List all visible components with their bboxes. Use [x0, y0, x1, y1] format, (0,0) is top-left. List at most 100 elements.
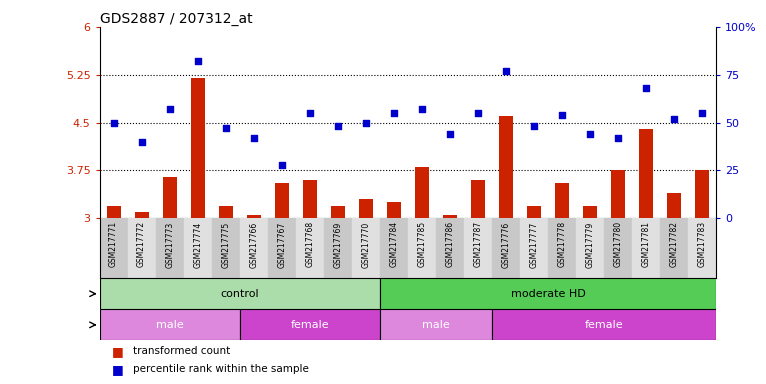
Text: female: female — [584, 320, 624, 330]
Text: GSM217766: GSM217766 — [249, 221, 258, 268]
Point — [276, 162, 288, 168]
Bar — [632, 218, 660, 278]
Point — [360, 119, 372, 126]
Text: control: control — [221, 289, 259, 299]
Text: female: female — [290, 320, 329, 330]
Text: GSM217781: GSM217781 — [642, 221, 650, 267]
Text: GSM217771: GSM217771 — [109, 221, 118, 268]
Text: GSM217778: GSM217778 — [558, 221, 567, 268]
Bar — [100, 218, 128, 278]
Bar — [548, 218, 576, 278]
Text: GSM217772: GSM217772 — [137, 221, 146, 268]
Bar — [240, 218, 268, 278]
Text: transformed count: transformed count — [133, 346, 231, 356]
Text: GDS2887 / 207312_at: GDS2887 / 207312_at — [100, 12, 252, 26]
Point — [303, 110, 316, 116]
Point — [107, 119, 119, 126]
Bar — [296, 218, 324, 278]
Text: GSM217773: GSM217773 — [165, 221, 174, 268]
Bar — [688, 218, 716, 278]
Text: ■: ■ — [112, 345, 123, 358]
Bar — [100, 278, 380, 309]
Point — [332, 123, 344, 129]
Bar — [191, 78, 205, 218]
Text: GSM217780: GSM217780 — [614, 221, 623, 268]
Bar — [471, 180, 485, 218]
Text: GSM217787: GSM217787 — [473, 221, 483, 268]
Text: moderate HD: moderate HD — [511, 289, 585, 299]
Bar — [408, 218, 436, 278]
Point — [584, 131, 596, 137]
Bar — [387, 202, 401, 218]
Bar — [464, 218, 492, 278]
Bar — [415, 167, 429, 218]
Text: GSM217769: GSM217769 — [333, 221, 342, 268]
Text: GSM217784: GSM217784 — [389, 221, 398, 268]
Bar — [100, 309, 240, 341]
Point — [163, 106, 175, 112]
Bar — [184, 218, 211, 278]
Bar — [380, 218, 408, 278]
Bar — [604, 218, 632, 278]
Bar — [639, 129, 653, 218]
Text: GSM217785: GSM217785 — [417, 221, 427, 268]
Point — [612, 135, 624, 141]
Text: GSM217779: GSM217779 — [585, 221, 594, 268]
Bar — [352, 218, 380, 278]
Bar — [660, 218, 688, 278]
Bar — [492, 218, 520, 278]
Bar — [696, 170, 709, 218]
Text: GSM217783: GSM217783 — [698, 221, 707, 268]
Bar — [135, 212, 149, 218]
Bar — [162, 177, 177, 218]
Bar — [499, 116, 513, 218]
Text: GSM217777: GSM217777 — [529, 221, 538, 268]
Bar — [128, 218, 155, 278]
Point — [696, 110, 709, 116]
Bar — [324, 218, 352, 278]
Bar — [247, 215, 260, 218]
Bar — [555, 183, 569, 218]
Bar — [667, 193, 681, 218]
Text: GSM217768: GSM217768 — [306, 221, 314, 268]
Point — [192, 58, 204, 65]
Point — [444, 131, 456, 137]
Bar — [436, 218, 464, 278]
Point — [220, 125, 232, 131]
Text: GSM217775: GSM217775 — [221, 221, 231, 268]
Point — [136, 139, 148, 145]
Point — [668, 116, 680, 122]
Bar — [219, 205, 233, 218]
Point — [388, 110, 400, 116]
Point — [416, 106, 428, 112]
Text: GSM217776: GSM217776 — [502, 221, 510, 268]
Bar — [527, 205, 541, 218]
Text: male: male — [422, 320, 450, 330]
Bar — [492, 309, 716, 341]
Bar — [155, 218, 184, 278]
Bar — [520, 218, 548, 278]
Point — [556, 112, 568, 118]
Text: male: male — [155, 320, 184, 330]
Text: ■: ■ — [112, 362, 123, 376]
Bar — [611, 170, 625, 218]
Text: GSM217767: GSM217767 — [277, 221, 286, 268]
Text: percentile rank within the sample: percentile rank within the sample — [133, 364, 309, 374]
Bar — [380, 278, 716, 309]
Point — [472, 110, 484, 116]
Bar — [106, 205, 120, 218]
Point — [640, 85, 653, 91]
Bar — [268, 218, 296, 278]
Bar — [358, 199, 373, 218]
Point — [500, 68, 512, 74]
Bar — [331, 205, 345, 218]
Point — [247, 135, 260, 141]
Point — [528, 123, 540, 129]
Text: GSM217774: GSM217774 — [193, 221, 202, 268]
Bar — [443, 215, 457, 218]
Bar — [240, 309, 380, 341]
Bar — [576, 218, 604, 278]
Text: GSM217786: GSM217786 — [446, 221, 454, 268]
Bar — [380, 309, 492, 341]
Text: GSM217770: GSM217770 — [362, 221, 370, 268]
